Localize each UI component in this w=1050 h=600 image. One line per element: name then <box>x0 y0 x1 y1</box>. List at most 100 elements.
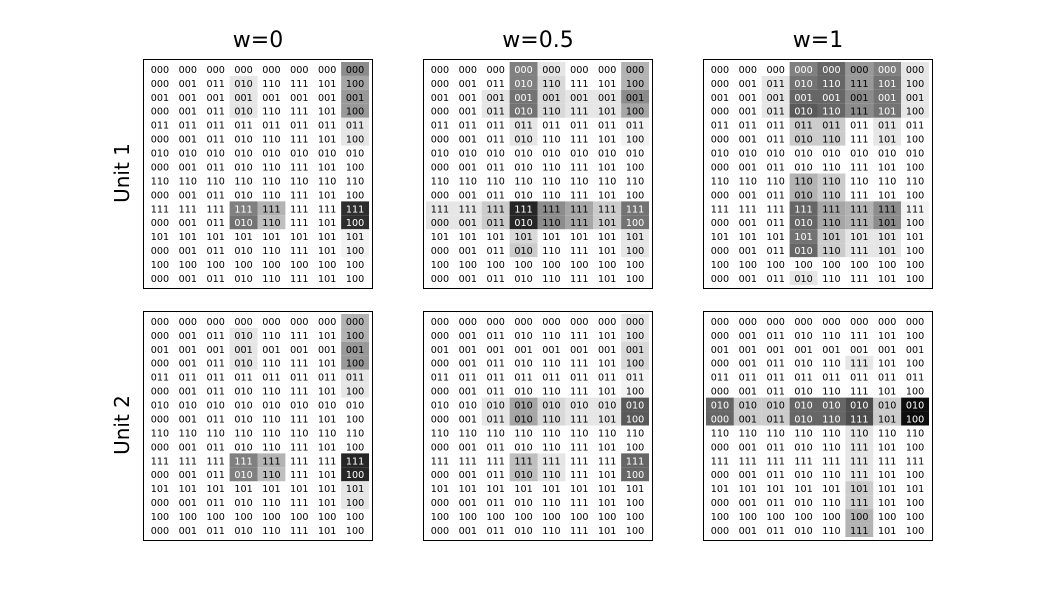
cell-label: 010 <box>794 331 812 342</box>
cell-label: 000 <box>767 65 785 76</box>
cell-label: 101 <box>598 246 616 257</box>
heatmap-svg: 000 000 000 000 000 000 000 000 000 001 011 010 110 1… <box>431 314 650 537</box>
cell-label: 110 <box>262 107 280 118</box>
cell-label: 101 <box>234 232 252 243</box>
cell-label: 000 <box>179 317 197 328</box>
heatmap-cell <box>845 439 874 454</box>
cell-label: 000 <box>711 218 729 229</box>
cell-label: 101 <box>711 484 729 495</box>
cell-label: 101 <box>151 232 169 243</box>
cell-label: 110 <box>542 498 560 509</box>
cell-label: 010 <box>542 401 560 412</box>
cell-label: 000 <box>822 65 840 76</box>
cell-label: 000 <box>711 79 729 90</box>
cell-label: 011 <box>767 246 785 257</box>
cell-label: 101 <box>822 484 840 495</box>
cell-label: 011 <box>151 121 169 132</box>
cell-label: 110 <box>262 387 280 398</box>
heatmap-cell <box>481 411 510 426</box>
heatmap-cell <box>341 201 370 216</box>
cell-label: 110 <box>767 428 785 439</box>
cell-label: 111 <box>850 79 868 90</box>
cell-label: 100 <box>570 512 588 523</box>
heatmap-cell <box>341 369 370 384</box>
cell-label: 011 <box>767 218 785 229</box>
cell-label: 000 <box>850 317 868 328</box>
heatmap-cell <box>621 229 650 244</box>
cell-label: 001 <box>151 93 169 104</box>
cell-label: 110 <box>822 359 840 370</box>
cell-label: 010 <box>234 442 252 453</box>
heatmap-cell <box>341 481 370 496</box>
heatmap-cell <box>845 243 874 258</box>
cell-label: 001 <box>262 93 280 104</box>
cell-label: 100 <box>626 274 644 285</box>
cell-label: 110 <box>459 428 477 439</box>
cell-label: 010 <box>570 149 588 160</box>
cell-label: 001 <box>459 414 477 425</box>
cell-label: 100 <box>767 260 785 271</box>
cell-label: 101 <box>878 484 896 495</box>
cell-label: 001 <box>711 345 729 356</box>
cell-label: 010 <box>822 149 840 160</box>
cell-label: 100 <box>346 442 364 453</box>
heatmap-cell <box>789 62 818 76</box>
heatmap-cell <box>706 397 734 412</box>
heatmap-cell <box>845 103 874 118</box>
cell-label: 010 <box>431 401 449 412</box>
cell-label: 010 <box>794 401 812 412</box>
heatmap-cell <box>817 187 846 202</box>
cell-label: 100 <box>431 512 449 523</box>
cell-label: 000 <box>711 470 729 481</box>
heatmap-cell <box>341 89 370 104</box>
cell-label: 001 <box>179 274 197 285</box>
cell-label: 101 <box>318 414 336 425</box>
cell-label: 111 <box>290 359 308 370</box>
heatmap-cell <box>565 215 594 230</box>
cell-label: 101 <box>794 232 812 243</box>
cell-label: 011 <box>207 135 225 146</box>
cell-label: 001 <box>459 162 477 173</box>
cell-label: 001 <box>179 470 197 481</box>
cell-label: 011 <box>767 414 785 425</box>
heatmap-cell <box>873 215 902 230</box>
cell-label: 010 <box>570 401 588 412</box>
cell-label: 011 <box>767 121 785 132</box>
cell-label: 010 <box>739 149 757 160</box>
heatmap-cell <box>789 89 818 104</box>
heatmap-cell <box>509 131 538 146</box>
cell-label: 000 <box>151 218 169 229</box>
heatmap-cell <box>621 243 650 258</box>
cell-label: 001 <box>598 345 616 356</box>
cell-label: 010 <box>514 526 532 537</box>
cell-label: 110 <box>878 176 896 187</box>
cell-label: 010 <box>234 414 252 425</box>
cell-label: 111 <box>290 79 308 90</box>
cell-label: 011 <box>262 121 280 132</box>
cell-label: 010 <box>514 274 532 285</box>
cell-label: 100 <box>346 260 364 271</box>
heatmap-cell <box>481 103 510 118</box>
cell-label: 111 <box>570 162 588 173</box>
cell-label: 000 <box>290 317 308 328</box>
cell-label: 000 <box>431 65 449 76</box>
heatmap-cell <box>621 341 650 356</box>
cell-label: 011 <box>767 79 785 90</box>
cell-label: 110 <box>318 176 336 187</box>
cell-label: 100 <box>626 135 644 146</box>
heatmap-cell <box>789 187 818 202</box>
cell-label: 010 <box>514 149 532 160</box>
cell-label: 101 <box>179 484 197 495</box>
heatmap-cell <box>593 215 622 230</box>
cell-label: 010 <box>794 526 812 537</box>
cell-label: 101 <box>487 232 505 243</box>
cell-label: 000 <box>711 317 729 328</box>
cell-label: 000 <box>570 65 588 76</box>
cell-label: 110 <box>822 218 840 229</box>
cell-label: 011 <box>207 79 225 90</box>
cell-label: 111 <box>598 204 616 215</box>
heatmap-cell <box>621 369 650 384</box>
cell-label: 110 <box>262 414 280 425</box>
cell-label: 000 <box>318 317 336 328</box>
cell-label: 010 <box>598 401 616 412</box>
